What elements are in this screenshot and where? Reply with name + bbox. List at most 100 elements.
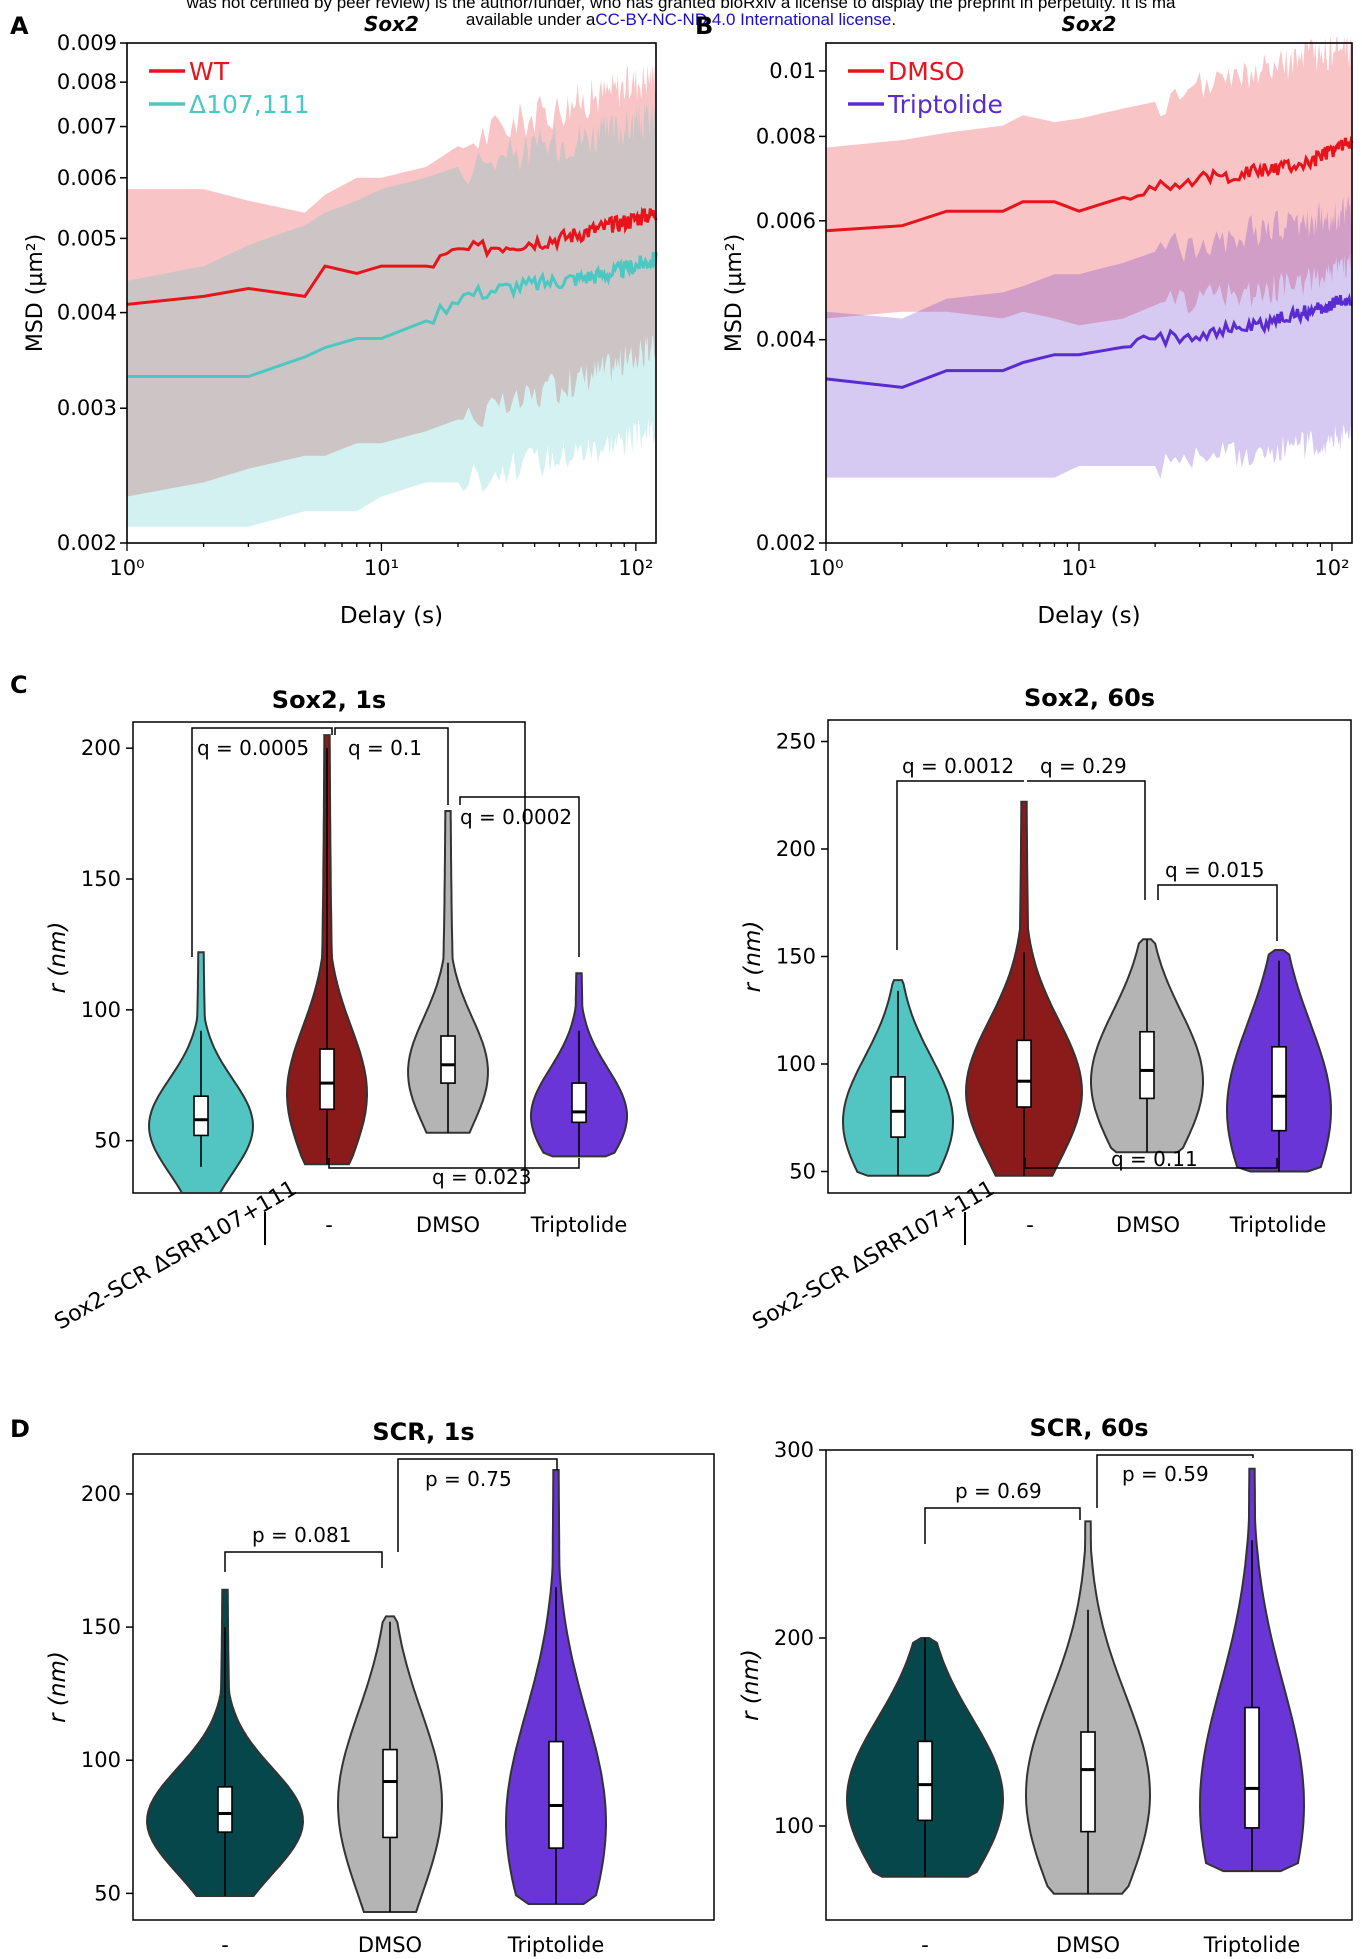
panel-letter-c: C: [10, 671, 28, 699]
y-tick-label: 100: [81, 1748, 121, 1772]
category-label: Triptolide: [1203, 1933, 1301, 1957]
series-band-1: [826, 195, 1352, 479]
category-label: Triptolide: [530, 1213, 628, 1237]
x-axis-label: Delay (s): [1037, 603, 1140, 629]
y-tick-label: 100: [774, 1814, 814, 1838]
x-tick-label: 10²: [1314, 556, 1349, 580]
violin-box-1: [319, 1048, 335, 1111]
panel-letter-a: A: [10, 12, 29, 40]
y-tick-label: 0.008: [756, 124, 816, 148]
plot-frame: [825, 1449, 1353, 1921]
category-label: -: [325, 1213, 333, 1237]
plot-frame: [132, 1453, 715, 1921]
sig-a-bracket: [924, 1507, 1081, 1544]
chart-title: Sox2: [1062, 12, 1117, 36]
sig-b-bracket: [1096, 1454, 1254, 1508]
panel-d-violin-60s: 100 200 300 r (nm) SCR, 60s p = 0.69 p = 0.59 -…: [738, 1414, 1353, 1957]
y-tick-label: 50: [789, 1160, 816, 1184]
plot-frame: [825, 42, 1353, 544]
sig-a-label: q = 0.0005: [197, 736, 309, 760]
sig-d-bracket: [328, 1158, 580, 1169]
y-tick-label: 150: [776, 945, 816, 969]
y-tick-label: 150: [81, 867, 121, 891]
license-prefix: available under a: [465, 10, 596, 29]
panel-b-msd-chart: 0.002 0.004 0.006 0.008 0.01 10⁰ 10¹ 10² Delay (…: [722, 12, 1354, 629]
y-tick-label: 200: [774, 1626, 814, 1650]
y-tick-label: 0.006: [756, 209, 816, 233]
chart-title: Sox2, 60s: [1024, 684, 1155, 712]
y-tick-label: 50: [94, 1881, 121, 1905]
license-banner-line2: available under aCC-BY-NC-ND 4.0 Interna…: [0, 10, 1362, 30]
sig-a-bracket: [191, 727, 333, 957]
y-tick-label: 150: [81, 1615, 121, 1639]
y-tick-label: 300: [774, 1438, 814, 1462]
category-label: DMSO: [1116, 1213, 1180, 1237]
y-tick-label: 200: [776, 837, 816, 861]
series-line-0: [126, 206, 658, 306]
group-label: Sox2-SCR ΔSRR107+111: [749, 1176, 1000, 1335]
panel-c-violin-1s: 50 100 150 200 r (nm) Sox2, 1s q = 0.0005 q = 0…: [45, 686, 629, 1335]
y-axis-label: r (nm): [738, 1649, 764, 1721]
x-tick-label: 10⁰: [109, 556, 144, 580]
violin-box-2: [1244, 1706, 1260, 1829]
category-label: Triptolide: [1229, 1213, 1327, 1237]
violin-box-1: [382, 1748, 398, 1839]
sig-a-bracket: [896, 780, 1024, 950]
sig-d-label: q = 0.023: [432, 1165, 531, 1189]
sig-b-label: q = 0.29: [1040, 754, 1127, 778]
y-tick-label: 0.01: [769, 59, 816, 83]
category-label: -: [921, 1933, 929, 1957]
category-label: DMSO: [358, 1933, 422, 1957]
legend-label: DMSO: [888, 57, 964, 86]
violin-box-1: [1016, 1039, 1032, 1108]
plot-frame: [126, 42, 657, 544]
violin-box-0: [217, 1786, 233, 1833]
category-label: DMSO: [1056, 1933, 1120, 1957]
y-tick-label: 0.004: [756, 328, 816, 352]
chart-title: SCR, 60s: [1030, 1414, 1149, 1442]
y-tick-label: 100: [776, 1052, 816, 1076]
chart-title: Sox2, 1s: [272, 686, 386, 714]
sig-d-label: q = 0.11: [1111, 1147, 1198, 1171]
y-tick-label: 0.008: [57, 70, 117, 94]
y-tick-label: 100: [81, 998, 121, 1022]
sig-c-bracket: [1157, 884, 1278, 941]
panel-letter-d: D: [10, 1415, 30, 1443]
group-label: Sox2-SCR ΔSRR107+111: [51, 1176, 302, 1335]
x-tick-label: 10¹: [1061, 556, 1096, 580]
sig-b-label: p = 0.59: [1122, 1462, 1209, 1486]
license-banner-line1: was not certified by peer review) is the…: [186, 0, 1176, 12]
y-tick-label: 200: [81, 1482, 121, 1506]
legend-label: Δ107,111: [189, 90, 309, 119]
violin-box-0: [917, 1740, 933, 1822]
x-tick-label: 10¹: [364, 556, 399, 580]
chart-title: Sox2: [364, 12, 419, 36]
series-band-0: [826, 35, 1352, 326]
violin-box-1: [1080, 1731, 1096, 1833]
chart-title: SCR, 1s: [372, 1418, 474, 1446]
series-line-1: [825, 292, 1353, 389]
panel-labels: A B C D: [10, 12, 713, 1443]
panel-d-violin-1s: 50 100 150 200 r (nm) SCR, 1s p = 0.081 p = 0.7…: [45, 1418, 715, 1957]
y-tick-label: 0.003: [57, 396, 117, 420]
legend-label: WT: [189, 57, 230, 86]
sig-c-label: q = 0.0002: [460, 805, 572, 829]
violin-box-3: [1271, 1046, 1287, 1132]
legend-label: Triptolide: [887, 90, 1003, 119]
category-label: Triptolide: [507, 1933, 605, 1957]
y-axis-label: MSD (µm²): [722, 234, 747, 352]
license-suffix: .: [891, 10, 897, 29]
y-tick-label: 0.002: [57, 531, 117, 555]
x-tick-label: 10²: [618, 556, 653, 580]
violin-box-2: [548, 1740, 564, 1849]
violin-box-2: [1139, 1030, 1155, 1100]
sig-a-label: p = 0.081: [252, 1523, 351, 1547]
y-tick-label: 200: [81, 736, 121, 760]
panel-c-violin-60s: 50 100 150 200 250 r (nm) Sox2, 60s q = 0.0012 q…: [740, 684, 1352, 1335]
license-link[interactable]: CC-BY-NC-ND 4.0 International license: [595, 10, 892, 29]
y-tick-label: 0.005: [57, 226, 117, 250]
category-label: -: [1026, 1213, 1034, 1237]
series-line-0: [825, 135, 1354, 233]
series-line-1: [127, 251, 658, 378]
